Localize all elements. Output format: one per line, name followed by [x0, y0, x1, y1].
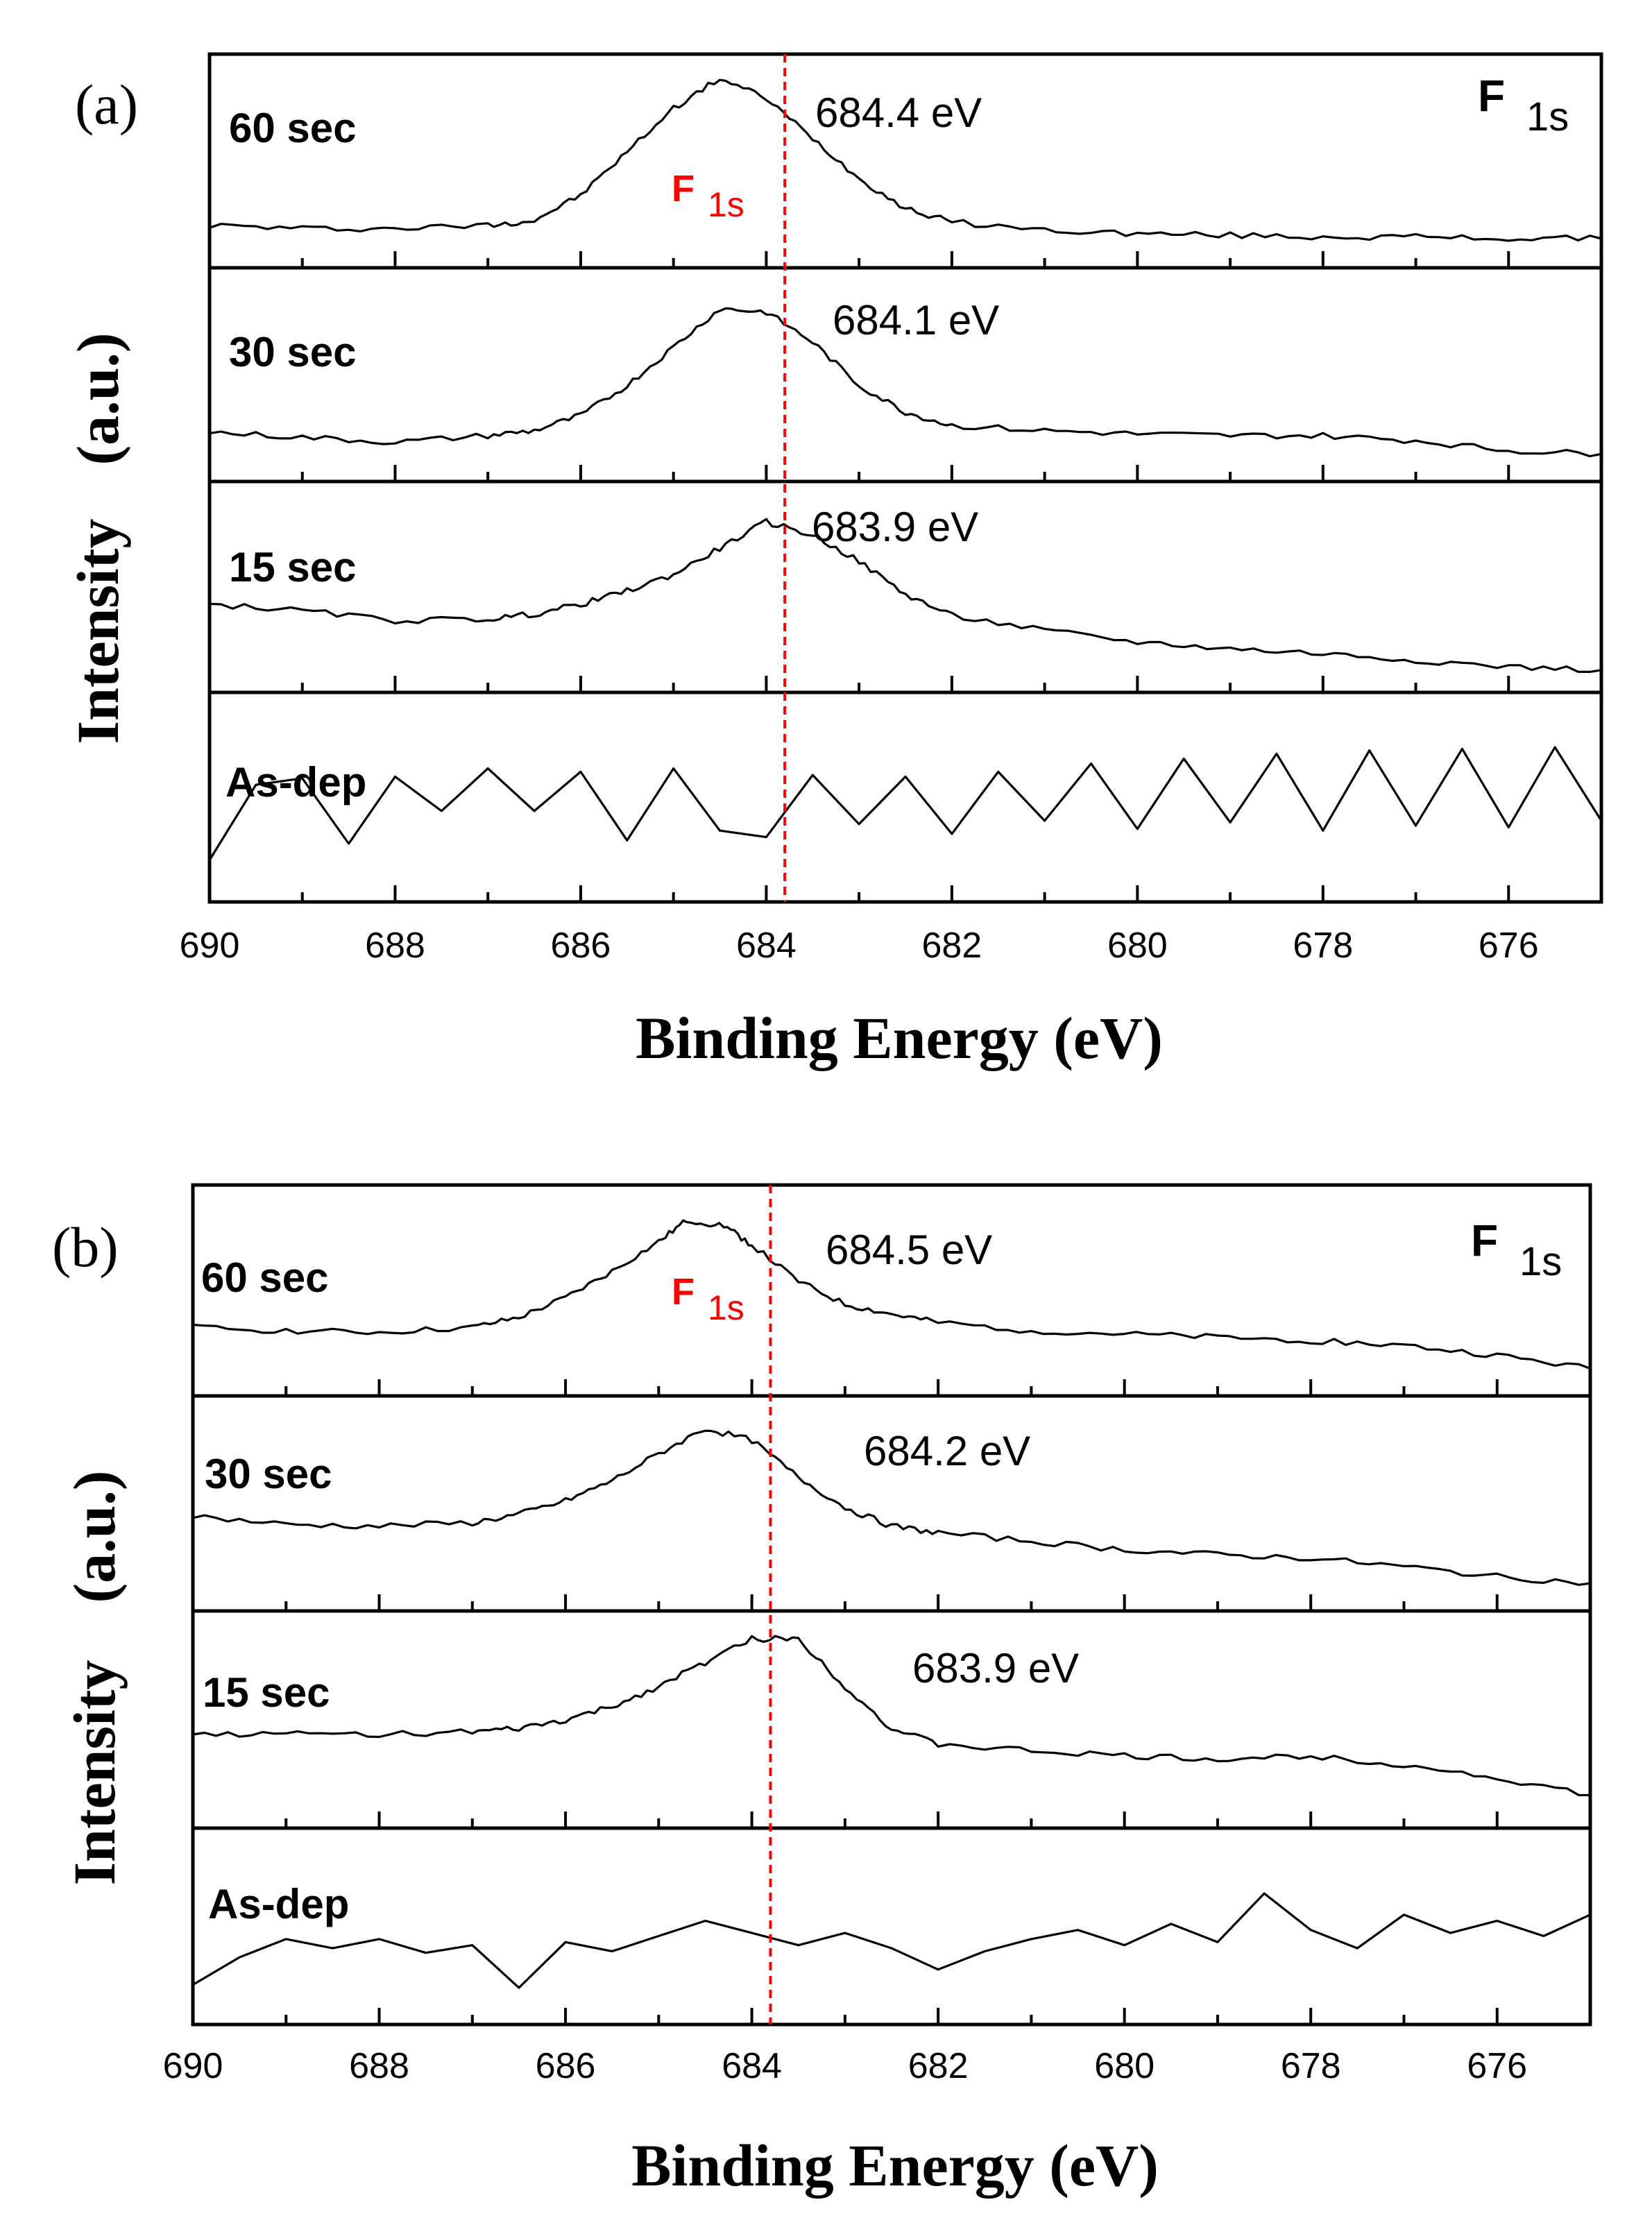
series-label-b-60: 60 sec	[201, 1254, 329, 1301]
series-line-30-sec	[209, 307, 1602, 458]
peak-label-b-30: 684.2 eV	[864, 1428, 1030, 1474]
x-tick-label: 684	[736, 926, 797, 966]
ref-line-label-b: F 1s	[672, 1271, 744, 1327]
ref-label-main: F	[672, 1271, 695, 1313]
y-axis-unit-a: (a.u.)	[65, 332, 131, 465]
ref-line-label-a: F 1s	[672, 168, 744, 224]
peak-label-b-60: 684.5 eV	[826, 1227, 992, 1273]
x-tick-label: 688	[349, 2046, 409, 2086]
series-line-60-sec	[209, 78, 1602, 242]
peak-label-b-15: 683.9 eV	[912, 1645, 1079, 1691]
series-label-a-60: 60 sec	[229, 105, 357, 151]
x-tick-label: 690	[163, 2046, 223, 2086]
series-line-15-sec	[209, 518, 1602, 673]
corner-label-main: F	[1478, 71, 1505, 121]
x-axis-title-a: Binding Energy (eV)	[636, 1005, 1163, 1071]
y-axis-unit-b: (a.u.)	[61, 1470, 128, 1603]
corner-label-sub: 1s	[1526, 94, 1569, 139]
x-tick-label: 686	[536, 2046, 596, 2086]
subpanel-frame	[207, 690, 1603, 904]
subpanel-frame	[191, 1826, 1592, 2027]
series-line-30-sec	[192, 1429, 1591, 1586]
series-line-as-dep	[208, 746, 1603, 861]
series-label-b-15: 15 sec	[203, 1669, 330, 1716]
x-tick-label: 682	[921, 926, 982, 966]
subpanel-frame	[191, 1609, 1592, 1830]
corner-label-b: F 1s	[1471, 1216, 1562, 1284]
x-tick-label: 680	[1107, 926, 1168, 966]
x-tick-label: 688	[365, 926, 425, 966]
x-tick-label: 676	[1467, 2046, 1527, 2086]
x-tick-label: 682	[908, 2046, 969, 2086]
series-line-15-sec	[192, 1635, 1591, 1797]
panel-a: 690 688 686 684 682 680 678 676 (a) Binding Ene…	[65, 52, 1603, 1071]
x-axis-title-b: Binding Energy (eV)	[631, 2132, 1159, 2199]
series-line-as-dep	[192, 1892, 1591, 1989]
corner-label-a: F 1s	[1478, 71, 1569, 139]
corner-label-sub: 1s	[1519, 1239, 1562, 1284]
ref-label-main: F	[672, 168, 695, 210]
x-tick-label: 678	[1281, 2046, 1341, 2086]
y-axis-title-a: Intensity	[65, 519, 131, 744]
peak-label-a-15: 683.9 eV	[812, 504, 978, 550]
x-tick-label: 690	[180, 926, 240, 966]
corner-label-main: F	[1471, 1216, 1498, 1265]
x-tick-label: 684	[722, 2046, 782, 2086]
series-label-a-30: 30 sec	[229, 329, 357, 375]
panel-label-b: (b)	[52, 1216, 119, 1279]
x-tick-label: 678	[1293, 926, 1353, 966]
x-tick-label: 686	[551, 926, 611, 966]
panel-label-a: (a)	[75, 73, 138, 136]
series-line-60-sec	[192, 1219, 1591, 1370]
x-tick-label: 676	[1479, 926, 1539, 966]
series-label-a-15: 15 sec	[229, 544, 357, 590]
x-tick-label: 680	[1094, 2046, 1155, 2086]
series-label-b-30: 30 sec	[205, 1451, 332, 1497]
ref-label-sub: 1s	[708, 185, 744, 224]
y-axis-title-b: Intensity	[61, 1660, 128, 1886]
panel-b: 690 688 686 684 682 680 678 676 (b) Binding Ene…	[52, 1183, 1592, 2199]
subpanel-frame	[191, 1183, 1592, 1398]
ref-label-sub: 1s	[708, 1288, 744, 1327]
peak-label-a-30: 684.1 eV	[833, 297, 999, 343]
series-label-a-asdep: As-dep	[225, 759, 366, 805]
series-label-b-asdep: As-dep	[208, 1881, 349, 1927]
peak-label-a-60: 684.4 eV	[815, 89, 982, 136]
